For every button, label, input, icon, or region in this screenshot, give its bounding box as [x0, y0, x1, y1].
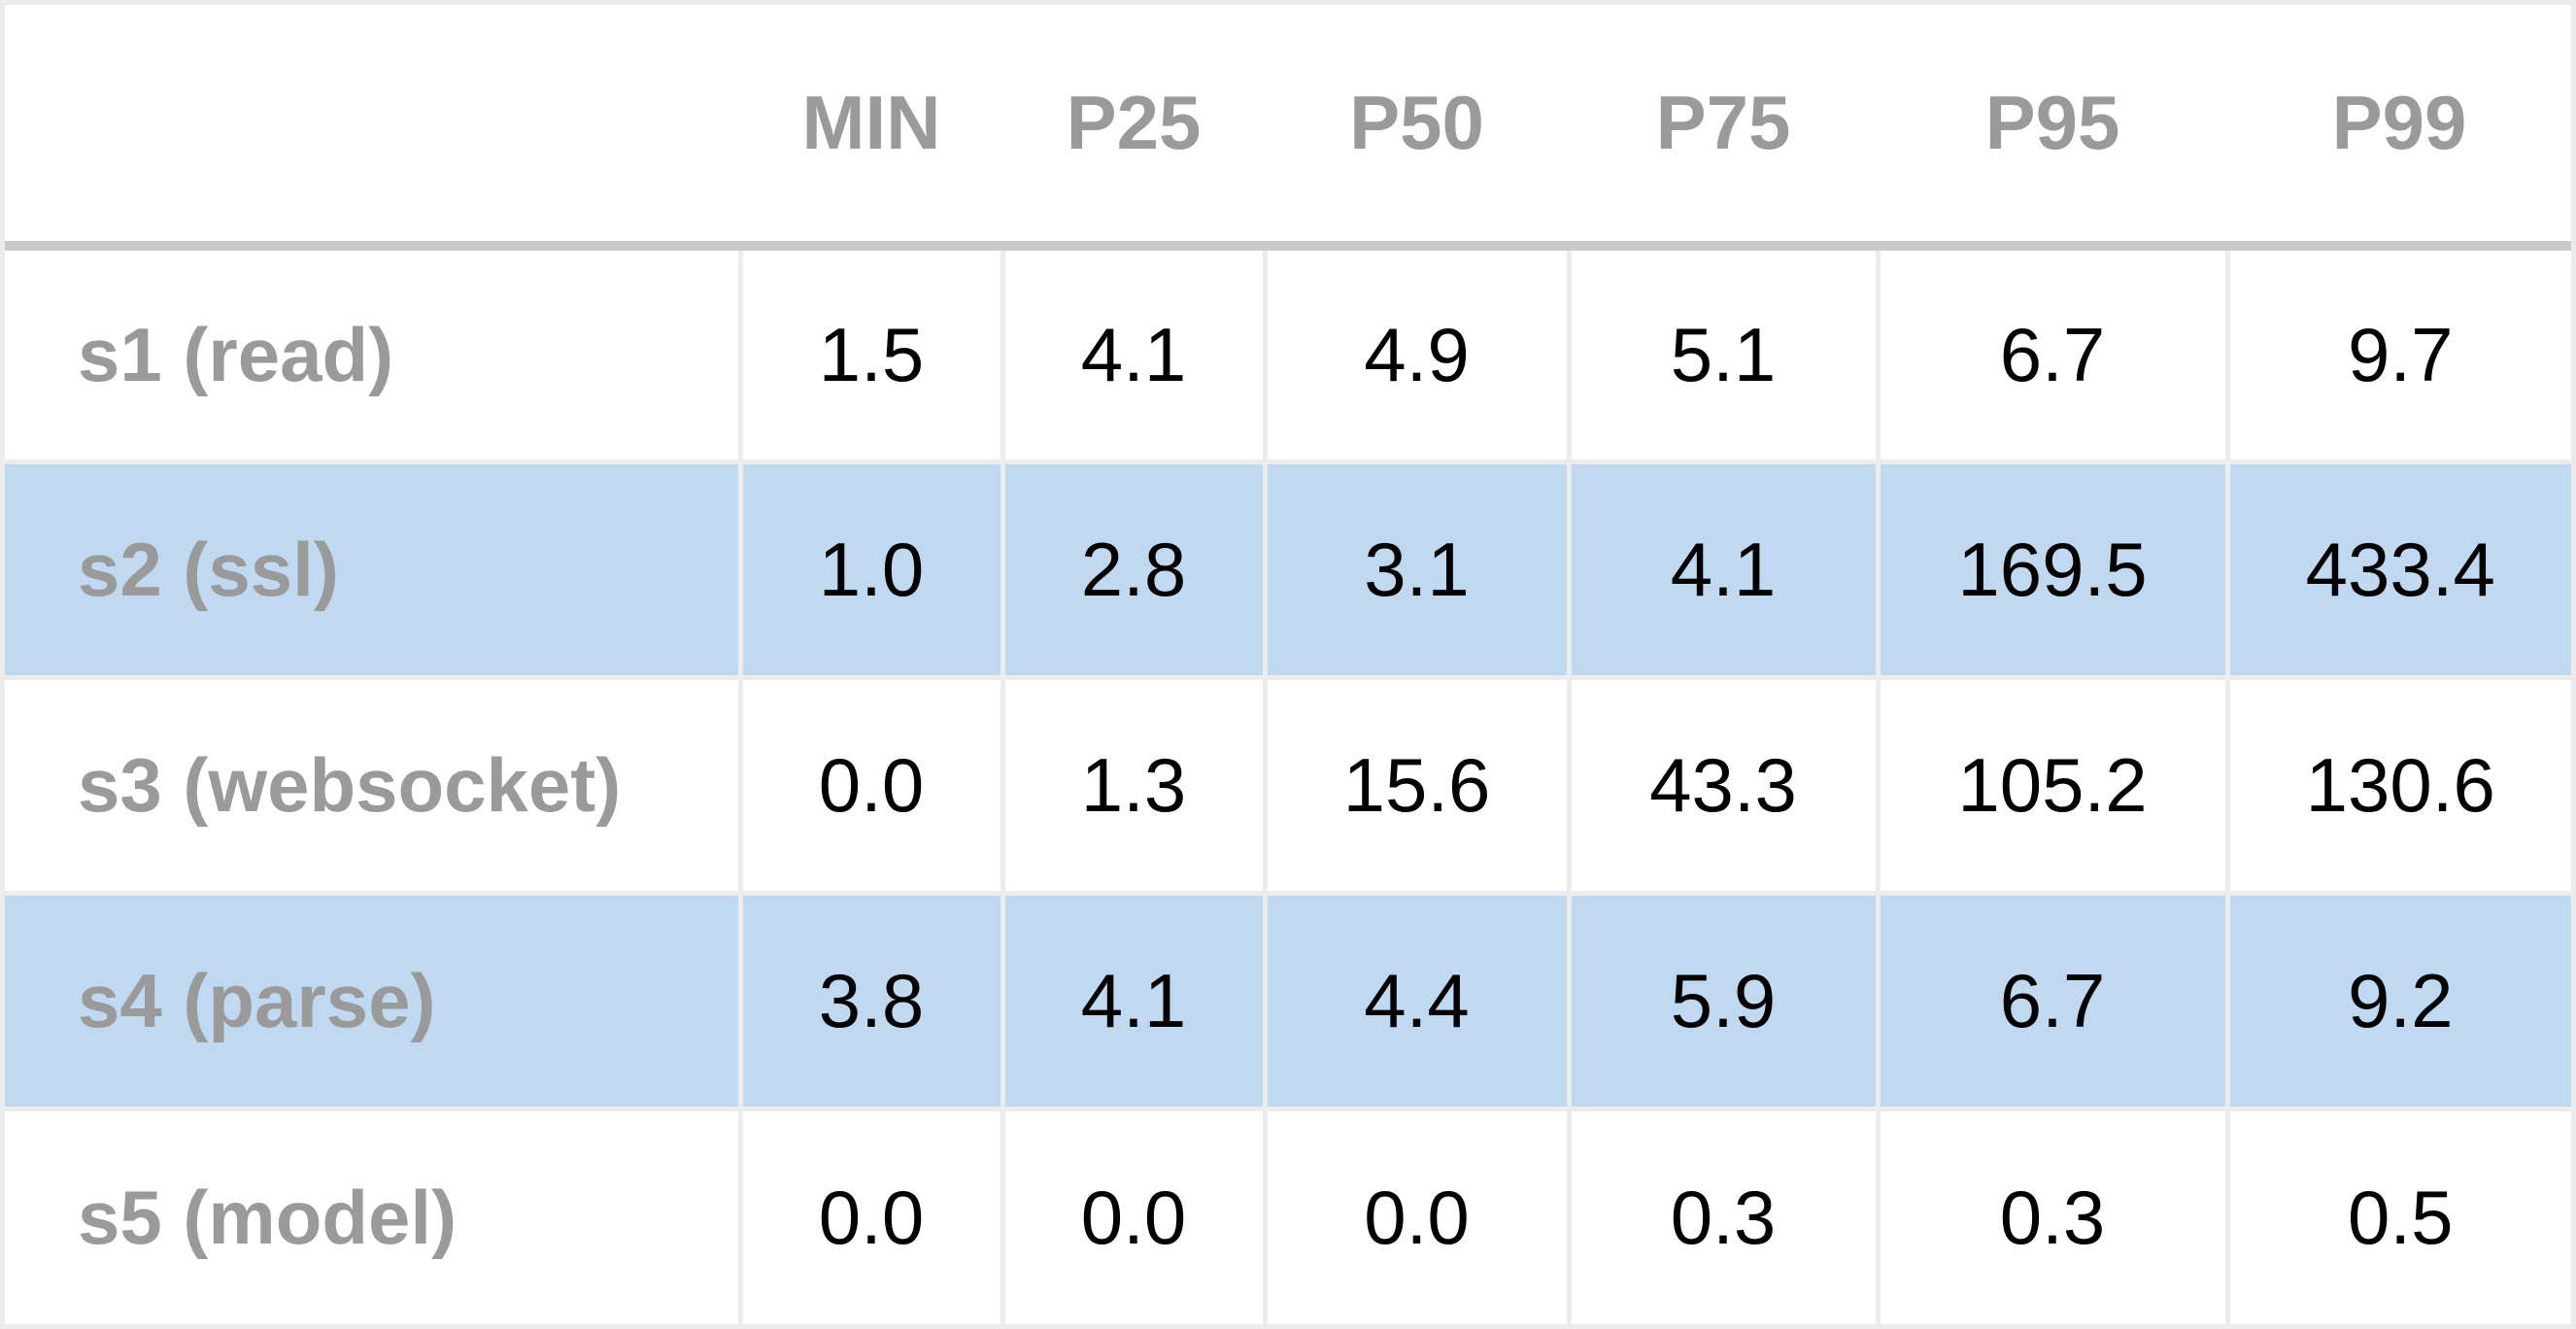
- column-header-p95: P95: [1878, 5, 2227, 251]
- table-cell: 15.6: [1262, 674, 1569, 893]
- header-row: MIN P25 P50 P75 P95 P99: [5, 5, 2571, 251]
- table-cell: 9.2: [2224, 890, 2571, 1108]
- row-label: s4 (parse): [5, 890, 740, 1108]
- column-header-stage: [5, 5, 740, 251]
- table-cell: 2.8: [1000, 459, 1265, 677]
- column-header-p25: P25: [1002, 5, 1265, 251]
- table-row: s3 (websocket) 0.0 1.3 15.6 43.3 105.2 1…: [5, 674, 2571, 893]
- table-cell: 4.4: [1262, 890, 1569, 1108]
- table-cell: 5.1: [1566, 243, 1878, 461]
- table-row: s5 (model) 0.0 0.0 0.0 0.3 0.3 0.5: [5, 1106, 2571, 1324]
- table-cell: 1.3: [1000, 674, 1265, 893]
- table-cell: 0.3: [1875, 1106, 2227, 1324]
- table-cell: 0.0: [737, 1106, 1002, 1324]
- table-row: s4 (parse) 3.8 4.1 4.4 5.9 6.7 9.2: [5, 890, 2571, 1108]
- column-header-min: MIN: [740, 5, 1002, 251]
- table-cell: 0.3: [1566, 1106, 1878, 1324]
- table-cell: 4.1: [1566, 459, 1878, 677]
- table-cell: 43.3: [1566, 674, 1878, 893]
- table-cell: 6.7: [1875, 890, 2227, 1108]
- column-header-p50: P50: [1265, 5, 1569, 251]
- table-row: s1 (read) 1.5 4.1 4.9 5.1 6.7 9.7: [5, 243, 2571, 461]
- table-cell: 4.9: [1262, 243, 1569, 461]
- table-cell: 130.6: [2224, 674, 2571, 893]
- table-row: s2 (ssl) 1.0 2.8 3.1 4.1 169.5 433.4: [5, 459, 2571, 677]
- row-label: s3 (websocket): [5, 674, 740, 893]
- table-cell: 105.2: [1875, 674, 2227, 893]
- table-cell: 6.7: [1875, 243, 2227, 461]
- column-header-p75: P75: [1569, 5, 1878, 251]
- table-cell: 0.0: [1262, 1106, 1569, 1324]
- table-cell: 4.1: [1000, 890, 1265, 1108]
- table-cell: 9.7: [2224, 243, 2571, 461]
- row-label: s2 (ssl): [5, 459, 740, 677]
- table-cell: 3.8: [737, 890, 1002, 1108]
- row-label: s1 (read): [5, 243, 740, 461]
- table-cell: 0.0: [737, 674, 1002, 893]
- table-cell: 1.0: [737, 459, 1002, 677]
- table-cell: 0.5: [2224, 1106, 2571, 1324]
- row-label: s5 (model): [5, 1106, 740, 1324]
- percentile-table: MIN P25 P50 P75 P95 P99 s1 (read) 1.5 4.…: [5, 5, 2571, 1324]
- table-cell: 5.9: [1566, 890, 1878, 1108]
- table-cell: 1.5: [737, 243, 1002, 461]
- table-cell: 4.1: [1000, 243, 1265, 461]
- table-cell: 433.4: [2224, 459, 2571, 677]
- table-cell: 3.1: [1262, 459, 1569, 677]
- table-cell: 0.0: [1000, 1106, 1265, 1324]
- table-cell: 169.5: [1875, 459, 2227, 677]
- column-header-p99: P99: [2227, 5, 2571, 251]
